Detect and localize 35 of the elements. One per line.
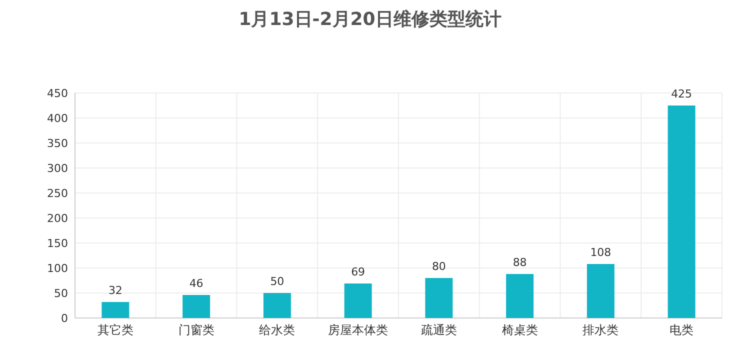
data-label: 80 [432,260,446,273]
bar [102,302,130,318]
bar [425,278,453,318]
x-tick-label: 电类 [670,323,694,337]
x-tick-label: 房屋本体类 [328,323,388,337]
bar [182,295,210,318]
data-label: 32 [108,284,122,297]
x-tick-label: 门窗类 [178,323,214,337]
y-tick-label: 200 [47,212,68,225]
y-tick-label: 50 [54,287,68,300]
y-tick-label: 400 [47,112,68,125]
data-label: 108 [590,246,612,259]
chart-title: 1月13日-2月20日维修类型统计 [238,9,502,30]
bar [668,106,696,318]
x-tick-label: 疏通类 [420,323,457,337]
y-tick-label: 450 [47,87,68,100]
bar [506,274,534,318]
bar [586,264,614,318]
y-tick-label: 0 [61,312,68,325]
y-tick-label: 300 [47,162,68,175]
x-tick-label: 椅桌类 [502,323,538,337]
data-label: 69 [351,266,366,278]
data-label: 88 [512,256,527,269]
x-tick-label: 排水类 [582,323,619,337]
data-label: 425 [671,88,692,100]
x-tick-label: 其它类 [97,323,134,337]
bar [344,284,372,318]
bar [263,293,291,318]
data-label: 50 [270,275,284,288]
y-tick-label: 100 [47,262,68,275]
data-label: 46 [189,277,204,290]
x-tick-label: 给水类 [259,323,296,337]
y-tick-label: 350 [47,137,68,150]
y-tick-label: 150 [47,237,68,250]
y-tick-label: 250 [47,187,68,200]
